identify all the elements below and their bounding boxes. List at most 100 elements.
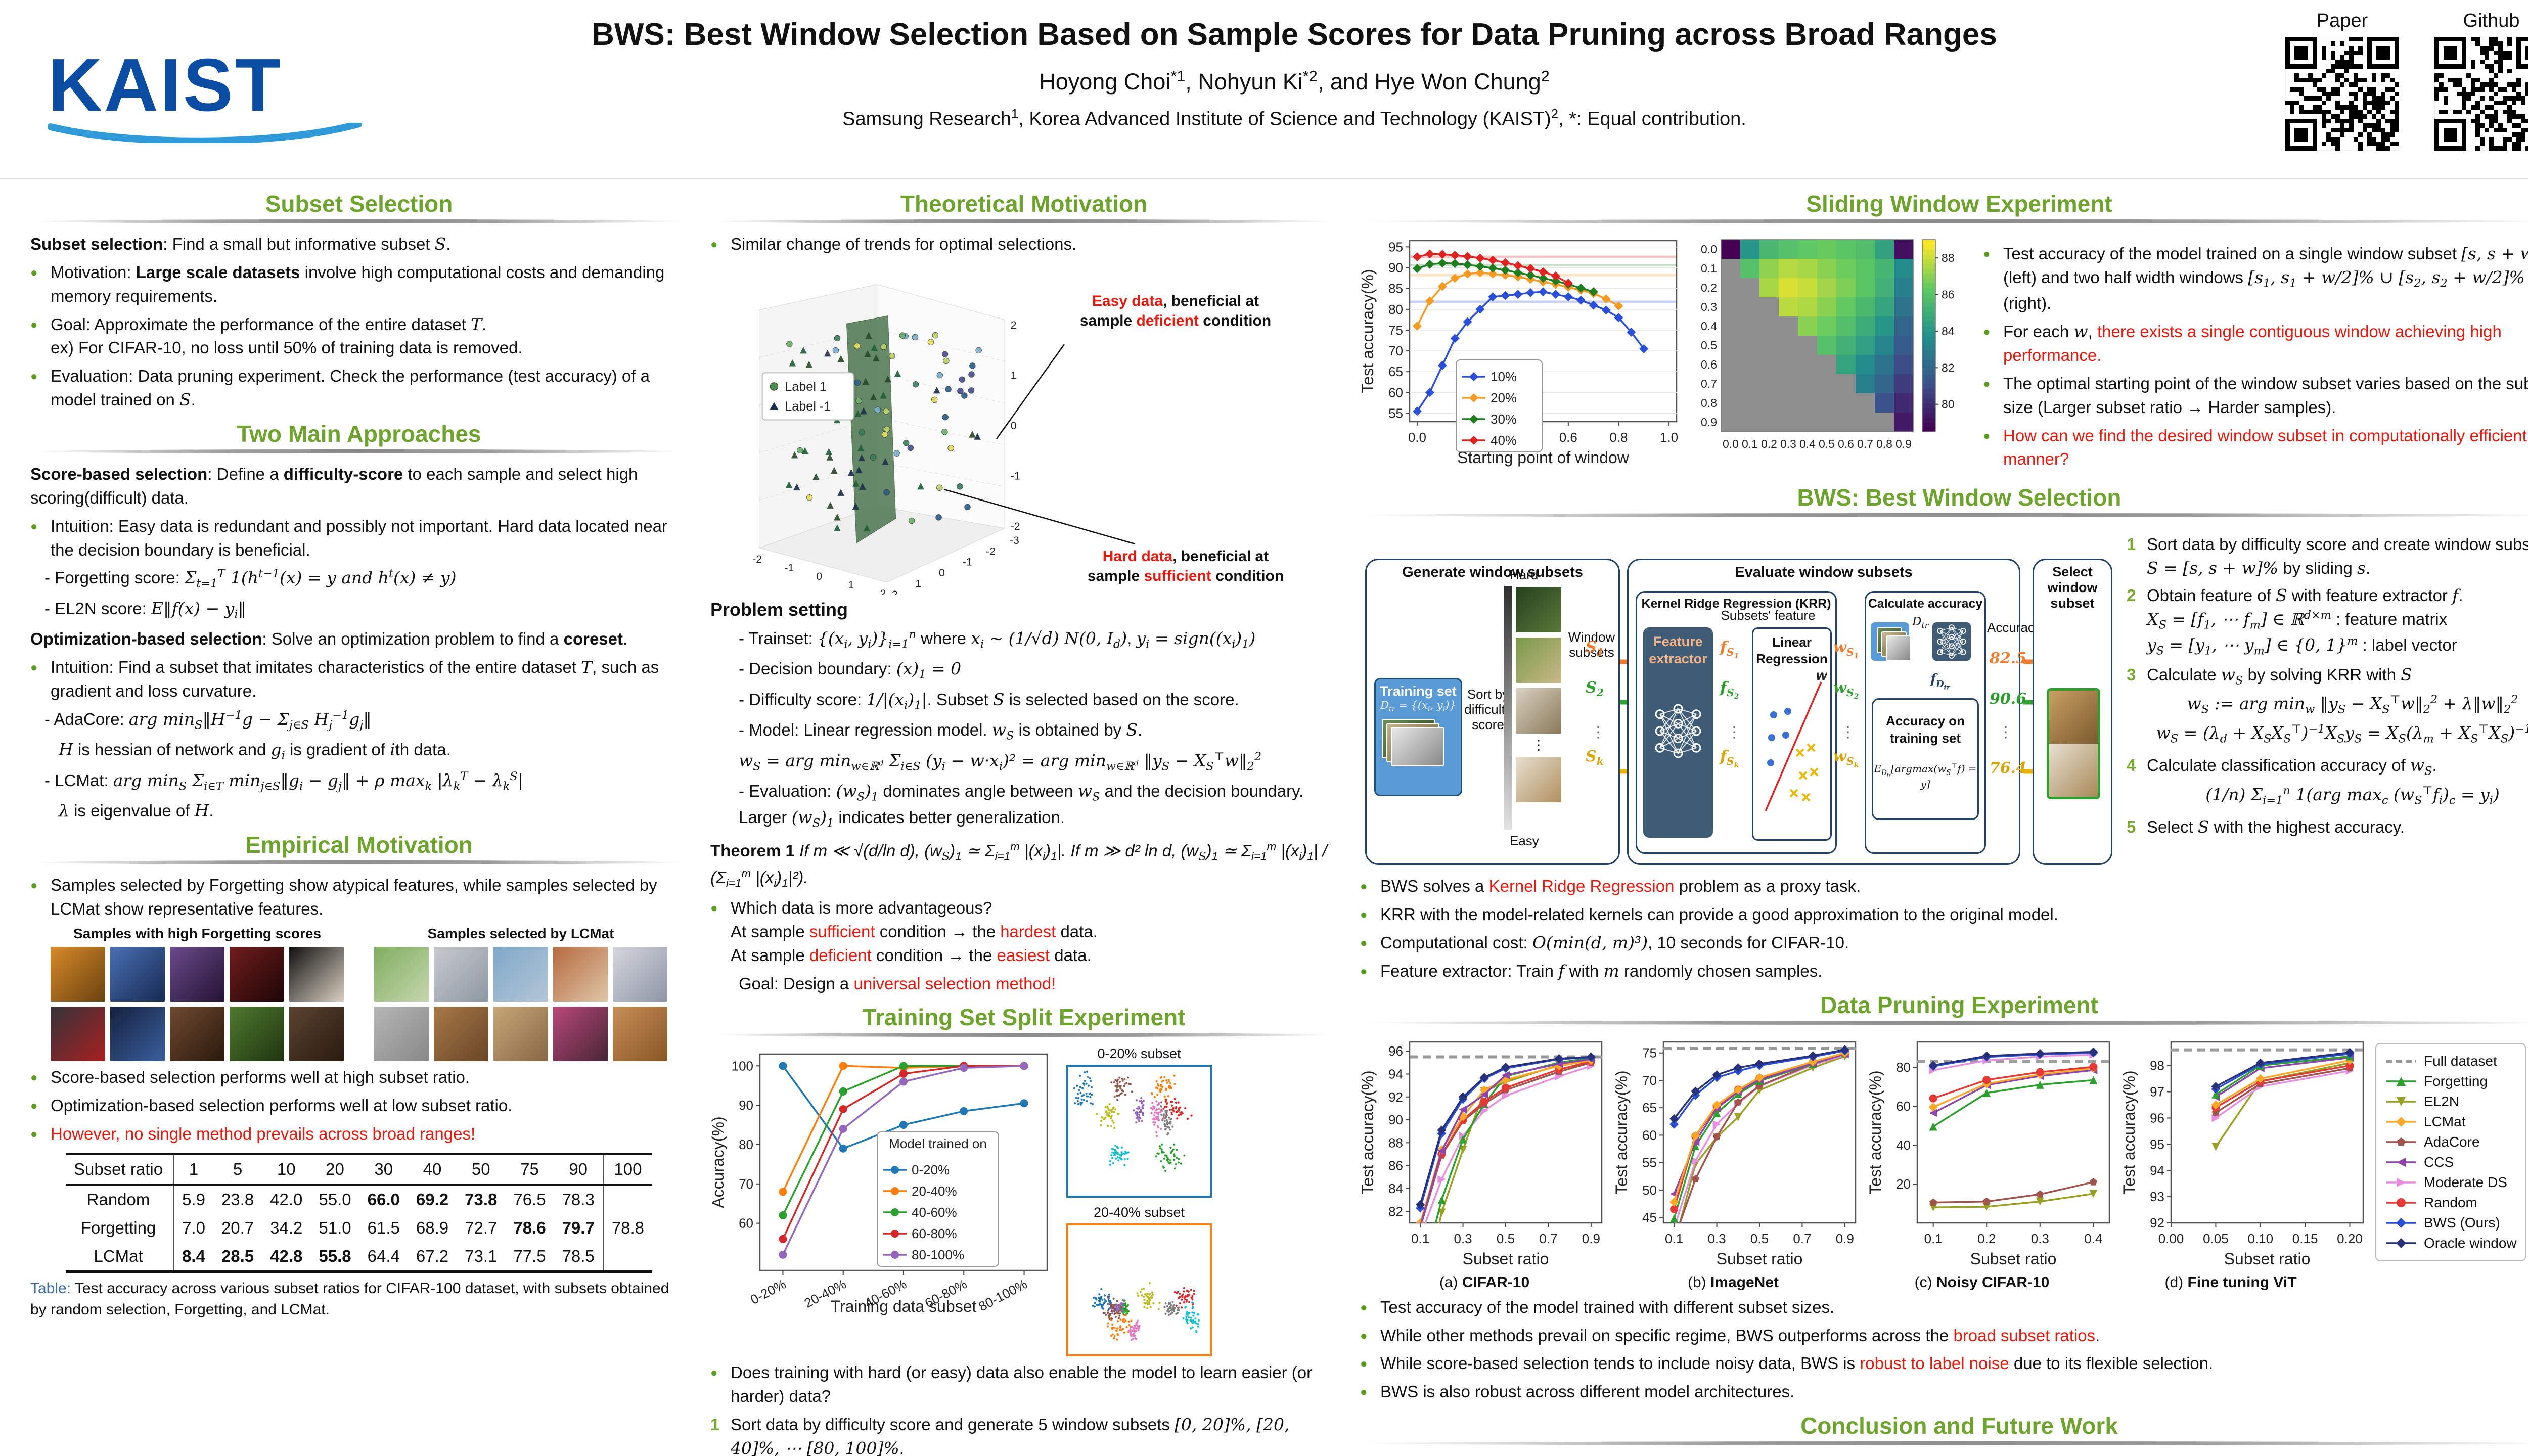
training-set-label: Training set (1380, 684, 1457, 699)
svg-text:0.7: 0.7 (1793, 1231, 1811, 1246)
neural-net-icon (1655, 704, 1701, 758)
svg-text:Subset ratio: Subset ratio (1970, 1250, 2057, 1268)
svg-text:0.3: 0.3 (1454, 1231, 1472, 1246)
svg-text:Label -1: Label -1 (785, 399, 831, 414)
svg-text:85: 85 (1388, 281, 1403, 296)
bws-steps: 1 Sort data by difficulty score and creat… (2127, 535, 2528, 837)
svg-text:0.5: 0.5 (1497, 1231, 1515, 1246)
authors: Hoyong Choi*1, Nohyun Ki*2, and Hye Won … (1039, 67, 1550, 95)
s-vdots: ⋮ (1591, 724, 1606, 741)
pruning-chart-cifar10: 82 84 86 88 90 92 94 96 0.1 0.3 0.5 0.7 0.9 Subset ra… (1359, 1034, 1609, 1274)
regression-scatter-icon: w (1765, 667, 1828, 812)
nn-mini-icon (1937, 624, 1966, 659)
f-vdots: ⋮ (1727, 724, 1742, 741)
svg-text:65: 65 (1642, 1100, 1657, 1115)
svg-text:70: 70 (1642, 1073, 1657, 1088)
svg-text:0.9: 0.9 (1836, 1231, 1854, 1246)
training-split-bullets: ● Does training with hard (or easy) data … (710, 1363, 1313, 1456)
svg-text:Test accuracy(%): Test accuracy(%) (1360, 1070, 1377, 1194)
svg-text:2: 2 (892, 588, 898, 595)
svg-text:98: 98 (2150, 1058, 2164, 1073)
window-subsets-label: Window subsets (1568, 629, 1615, 660)
svg-text:80-100%: 80-100% (976, 1277, 1030, 1314)
svg-text:0.8: 0.8 (1609, 430, 1628, 445)
svg-text:-2: -2 (1011, 520, 1020, 532)
poster-title: BWS: Best Window Selection Based on Samp… (592, 17, 1997, 52)
pruning-chart-imagenet: 45 50 55 60 65 70 75 0.1 0.3 0.5 0.7 0.9 Subset rati… (1612, 1034, 1863, 1274)
svg-text:-3: -3 (1010, 534, 1019, 547)
svg-text:0.1: 0.1 (1701, 262, 1717, 275)
svg-text:0.1: 0.1 (1411, 1231, 1429, 1246)
svg-text:0.4: 0.4 (2084, 1231, 2102, 1246)
svg-text:0.6: 0.6 (1701, 358, 1717, 371)
svg-text:50: 50 (1642, 1182, 1657, 1198)
table-caption: Table: Test accuracy across various subs… (30, 1280, 669, 1318)
svg-text:40-60%: 40-60% (912, 1205, 957, 1220)
svg-text:55: 55 (1642, 1155, 1657, 1170)
svg-text:Test accuracy(%): Test accuracy(%) (1614, 1070, 1631, 1194)
forgetting-samples-grid (51, 946, 344, 1061)
svg-text:0.2: 0.2 (1977, 1231, 1996, 1246)
dtr-definition: Dtr = {(xi, yi)} (1380, 699, 1456, 714)
svg-text:20: 20 (1896, 1176, 1911, 1192)
svg-text:0.0: 0.0 (1723, 437, 1739, 450)
svg-text:Test accuracy(%): Test accuracy(%) (1868, 1070, 1884, 1194)
easy-data-annotation: Easy data, beneficial at sample deficient… (1079, 292, 1272, 329)
svg-text:w: w (1816, 667, 1827, 683)
svg-text:0-20%: 0-20% (912, 1162, 950, 1177)
svg-text:82: 82 (1388, 1204, 1403, 1219)
svg-text:0.8: 0.8 (1876, 437, 1892, 450)
svg-text:0.3: 0.3 (1707, 1231, 1726, 1246)
hard-data-annotation: Hard data, beneficial at sample sufficien… (1087, 548, 1284, 584)
accuracy-label: Accuracy (1987, 620, 2041, 635)
dtr-mini-box (1871, 622, 1911, 662)
calc-accuracy-label: Calculate accuracy (1868, 597, 1983, 611)
svg-text:0: 0 (939, 567, 945, 579)
svg-text:0.4: 0.4 (1701, 320, 1717, 333)
caption-vit: (d) Fine tuning ViT (2164, 1273, 2297, 1291)
svg-text:Model trained on: Model trained on (889, 1136, 987, 1151)
svg-text:100: 100 (732, 1059, 753, 1074)
qr-label-paper: Paper (2316, 10, 2368, 31)
svg-text:90: 90 (739, 1098, 753, 1113)
svg-text:0.8: 0.8 (1701, 396, 1717, 410)
svg-text:86: 86 (1942, 288, 1955, 301)
sliding-window-line-chart: 5560657075808590950.00.20.40.60.81.0Star… (1359, 233, 1684, 473)
section-data-pruning: Data Pruning Experiment (1820, 991, 2098, 1018)
svg-text:60: 60 (1642, 1127, 1657, 1143)
dtr-mini-label: Dtr (1912, 615, 1929, 630)
fk-label: fSk (1720, 748, 1739, 770)
empirical-bullets: ● Samples selected by Forgetting show aty… (30, 876, 657, 919)
svg-text:95: 95 (2150, 1136, 2164, 1152)
svg-text:0.3: 0.3 (1780, 437, 1796, 450)
nn-mini-box (1932, 622, 1971, 661)
lcmat-grid-caption: Samples selected by LCMat (427, 925, 614, 941)
svg-text:0.5: 0.5 (1819, 437, 1835, 450)
svg-text:-1: -1 (963, 556, 972, 568)
s2-label: S2 (1586, 679, 1604, 699)
svg-text:0: 0 (1011, 420, 1017, 432)
svg-text:94: 94 (2150, 1163, 2164, 1178)
subset-ratio-table: Subset ratio 1 5 10 20 30 40 50 75 90 100 Random 5.9… (30, 1153, 688, 1273)
krr-label: Kernel Ridge Regression (KRR) (1641, 597, 1831, 611)
kaist-logo: KAIST (47, 48, 363, 146)
linear-regression-label: Linear Regression (1756, 634, 1828, 666)
training-set-box: Training set Dtr = {(xi, yi)} (1374, 678, 1462, 797)
svg-text:Test accuracy(%): Test accuracy(%) (2121, 1070, 2138, 1194)
score-based-items: ● Intuition: Easy data is redundant and p… (30, 516, 667, 621)
svg-text:92: 92 (1388, 1089, 1403, 1105)
svg-text:20%: 20% (1491, 390, 1517, 405)
svg-text:-1: -1 (1011, 470, 1020, 482)
svg-text:0.7: 0.7 (1701, 377, 1717, 390)
problem-setting-heading: Problem setting (710, 599, 848, 620)
svg-text:94: 94 (1388, 1066, 1403, 1081)
easy-label: Easy (1510, 833, 1539, 849)
svg-text:0.4: 0.4 (1799, 437, 1816, 450)
svg-text:Training data subset: Training data subset (831, 1297, 977, 1315)
accuracy-formula: EDtr[argmax(wS⊤f) = y] (1874, 762, 1977, 791)
svg-text:80: 80 (739, 1137, 753, 1152)
svg-text:90: 90 (1388, 1112, 1403, 1127)
accuracy-on-training-label: Accuracy on training set (1885, 713, 1965, 746)
